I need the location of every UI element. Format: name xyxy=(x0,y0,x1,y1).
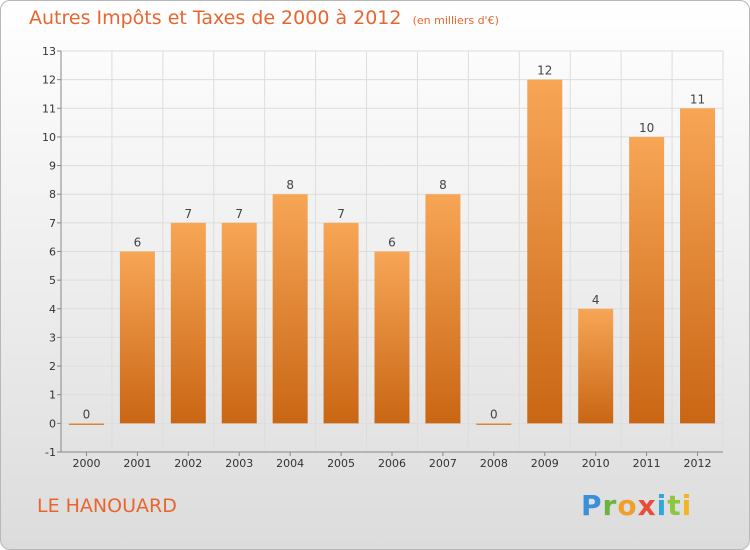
bar xyxy=(323,222,359,424)
data-label: 8 xyxy=(286,178,294,192)
data-label: 10 xyxy=(639,121,654,135)
logo-letter: r xyxy=(602,489,618,522)
x-tick-label: 2000 xyxy=(72,457,100,470)
data-label: 7 xyxy=(337,207,345,221)
data-label: 7 xyxy=(184,207,192,221)
x-tick-label: 2012 xyxy=(684,457,712,470)
logo-letter: t xyxy=(667,489,682,522)
y-tick-label: 4 xyxy=(49,303,56,316)
x-tick-label: 2011 xyxy=(633,457,661,470)
x-tick-label: 2004 xyxy=(276,457,304,470)
x-tick-label: 2008 xyxy=(480,457,508,470)
y-tick-label: 2 xyxy=(49,360,56,373)
data-label: 11 xyxy=(690,92,705,106)
logo-letter: o xyxy=(617,489,638,522)
bar xyxy=(221,222,257,424)
data-label: 6 xyxy=(388,236,396,250)
logo-letter: i xyxy=(681,489,693,522)
y-tick-label: 12 xyxy=(42,74,56,87)
bar xyxy=(170,222,206,424)
data-label: 7 xyxy=(235,207,243,221)
data-label: 0 xyxy=(83,407,91,421)
x-tick-label: 2009 xyxy=(531,457,559,470)
x-tick-label: 2002 xyxy=(174,457,202,470)
y-tick-label: 6 xyxy=(49,246,56,259)
data-label: 6 xyxy=(134,236,142,250)
y-tick-label: 0 xyxy=(49,417,56,430)
y-tick-label: 13 xyxy=(42,45,56,58)
bars xyxy=(68,79,716,425)
grid-lines xyxy=(60,50,724,453)
y-tick-label: 9 xyxy=(49,160,56,173)
title-text: Autres Impôts et Taxes de 2000 à 2012 xyxy=(29,7,402,29)
x-tick-label: 2010 xyxy=(582,457,610,470)
x-tick-label: 2005 xyxy=(327,457,355,470)
y-tick-label: 3 xyxy=(49,331,56,344)
logo-letter: i xyxy=(656,489,668,522)
bar xyxy=(680,108,716,424)
x-tick-label: 2001 xyxy=(123,457,151,470)
data-label: 4 xyxy=(592,293,600,307)
proxiti-logo: Proxiti xyxy=(581,489,692,522)
y-tick-label: 11 xyxy=(42,102,56,115)
y-tick-label: 5 xyxy=(49,274,56,287)
bar xyxy=(476,423,512,425)
labels: 0 2000 6 2001 7 2002 7 2003 8 2004 7 2005 6 2006 8 2007… xyxy=(72,64,711,470)
bar xyxy=(272,194,308,424)
y-tick-label: 8 xyxy=(49,188,56,201)
x-tick-label: 2007 xyxy=(429,457,457,470)
unit-text: (en milliers d'€) xyxy=(412,14,499,27)
logo-letter: x xyxy=(637,489,657,522)
data-label: 12 xyxy=(537,64,552,78)
bar xyxy=(119,251,155,424)
bar xyxy=(68,423,104,425)
bar xyxy=(374,251,410,424)
logo-letter: P xyxy=(581,489,603,522)
bar xyxy=(425,194,461,424)
y-tick-label: 7 xyxy=(49,217,56,230)
data-label: 8 xyxy=(439,178,447,192)
data-label: 0 xyxy=(490,407,498,421)
bar xyxy=(527,79,563,424)
location-name: LE HANOUARD xyxy=(37,495,177,517)
x-tick-label: 2006 xyxy=(378,457,406,470)
y-tick-label: 1 xyxy=(49,389,56,402)
y-tick-label: 10 xyxy=(42,131,56,144)
bar xyxy=(629,136,665,424)
bar xyxy=(578,308,614,424)
y-tick-label: -1 xyxy=(45,446,56,459)
x-tick-label: 2003 xyxy=(225,457,253,470)
chart-title: Autres Impôts et Taxes de 2000 à 2012 (e… xyxy=(29,7,499,29)
